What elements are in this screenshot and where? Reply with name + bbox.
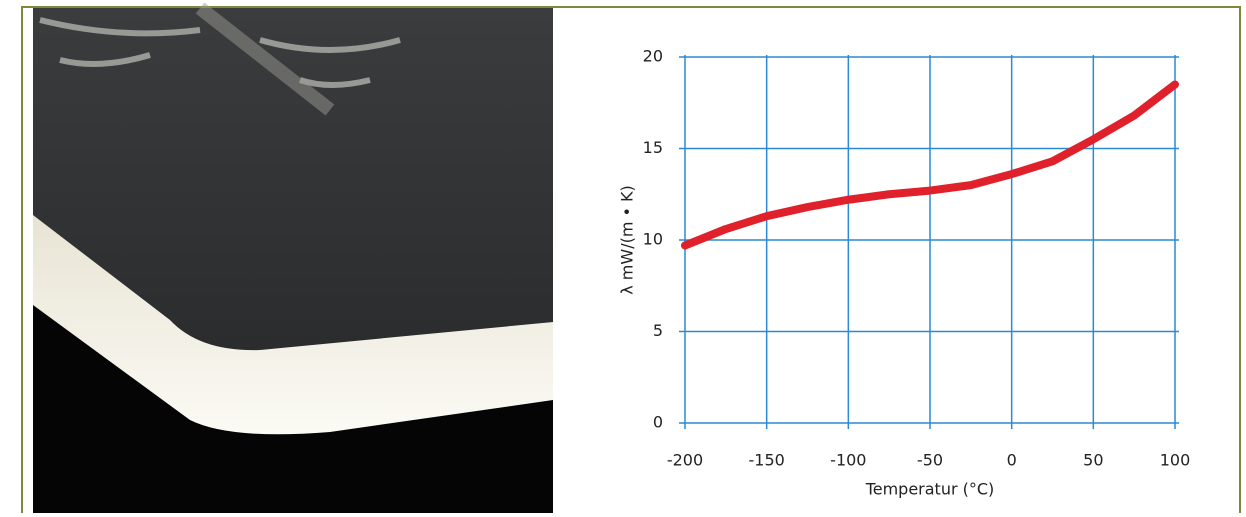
y-tick-label: 20 bbox=[643, 47, 663, 66]
y-tick-label: 10 bbox=[643, 230, 663, 249]
x-tick-label: 0 bbox=[1007, 451, 1017, 470]
y-tick-label: 0 bbox=[653, 413, 663, 432]
y-tick-label: 5 bbox=[653, 321, 663, 340]
x-tick-label: 100 bbox=[1160, 451, 1191, 470]
x-tick-label: -50 bbox=[917, 451, 943, 470]
x-tick-label: -150 bbox=[749, 451, 785, 470]
photo bbox=[33, 8, 553, 513]
x-tick-label: 50 bbox=[1083, 451, 1103, 470]
y-tick-label: 15 bbox=[643, 138, 663, 157]
page: λ mW/(m • K) Temperatur (°C) 0 5 10 15 20 -20… bbox=[0, 0, 1246, 513]
y-axis-label: λ mW/(m • K) bbox=[618, 185, 637, 295]
x-tick-label: -200 bbox=[667, 451, 703, 470]
x-tick-label: -100 bbox=[830, 451, 866, 470]
x-axis-label: Temperatur (°C) bbox=[865, 480, 995, 499]
